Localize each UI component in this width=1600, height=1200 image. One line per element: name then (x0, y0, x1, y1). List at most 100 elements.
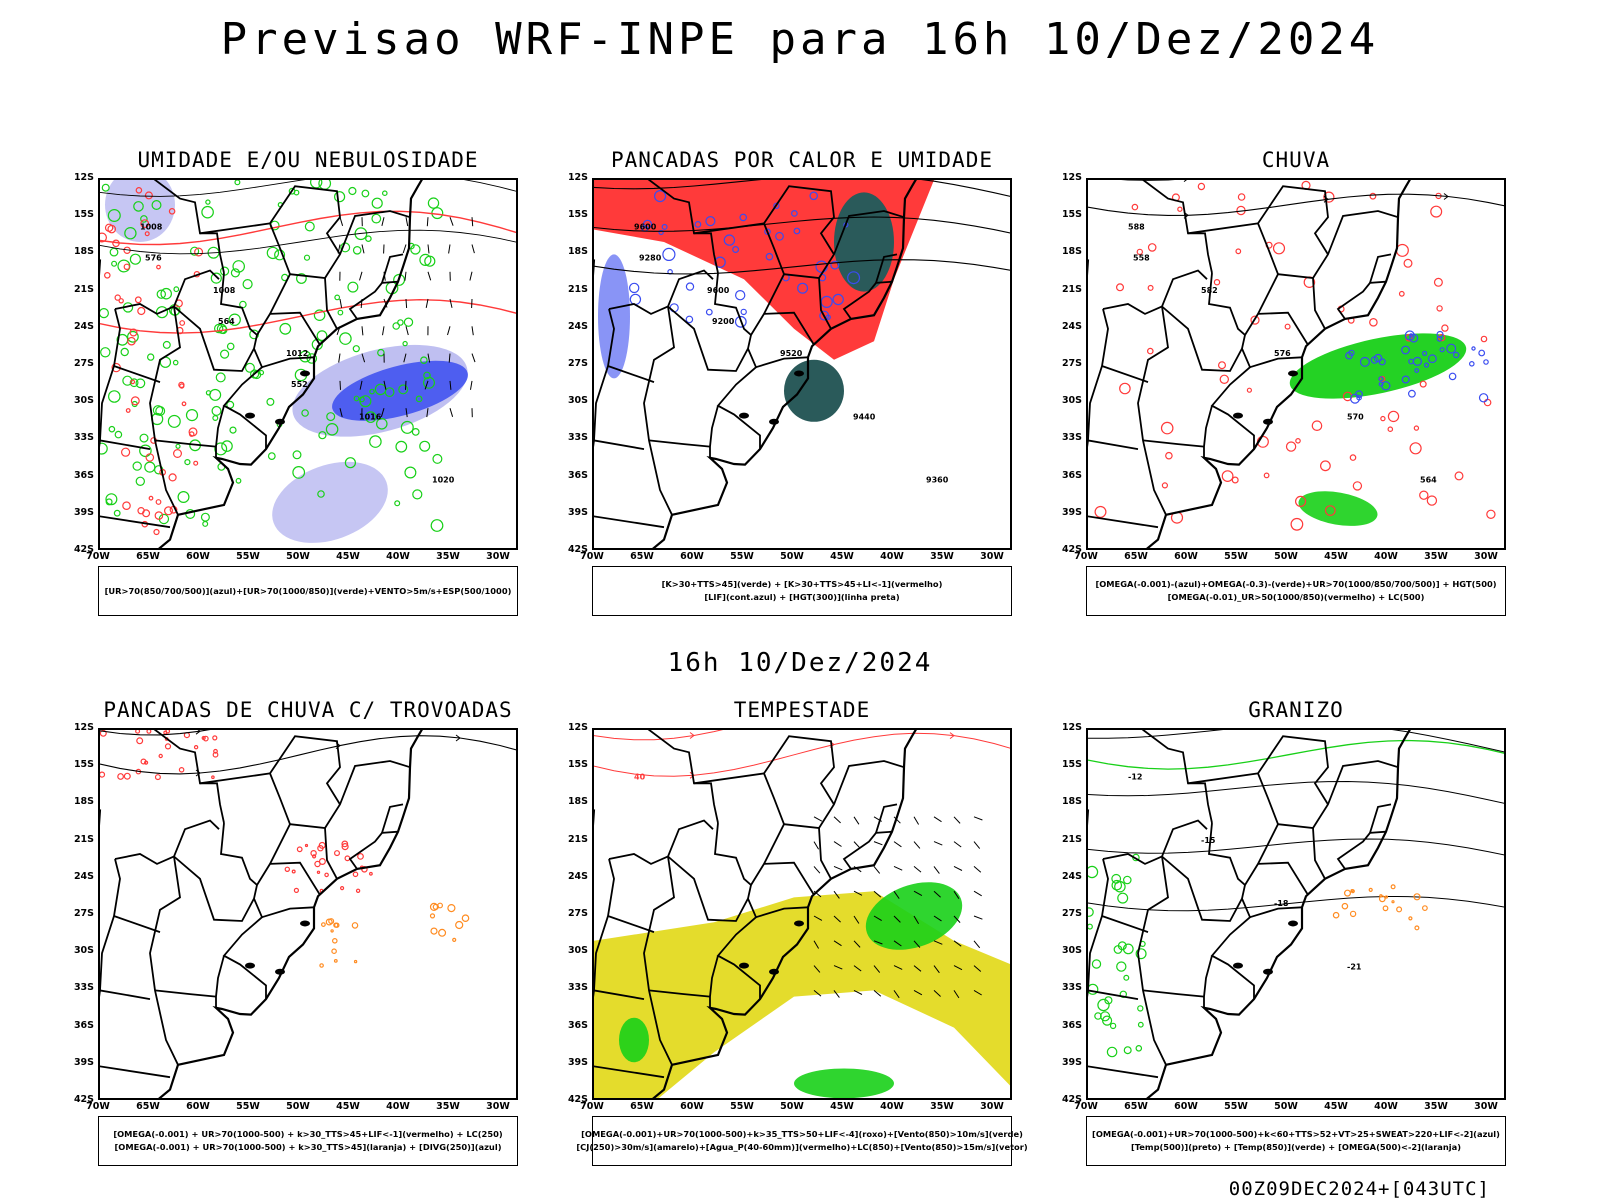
border-line (100, 439, 151, 450)
contour-fragment (1213, 278, 1221, 286)
contour-fragment (642, 219, 653, 229)
contour-label: -18 (1274, 899, 1289, 908)
contour-fragment (355, 888, 361, 893)
contour-fragment (331, 948, 337, 955)
contour-fragment (1349, 454, 1357, 461)
contour-fragment (629, 282, 640, 294)
latitude-tick-label: 36S (73, 1019, 94, 1031)
wind-vector (973, 915, 983, 920)
contour-fragment (1453, 351, 1460, 359)
latitude-tick-label: 33S (567, 432, 588, 444)
contour-fragment (1285, 441, 1297, 452)
latitude-tick-label: 30S (1061, 395, 1082, 407)
latitude-tick-label: 24S (1061, 870, 1082, 882)
contour-fragment (1165, 451, 1173, 460)
border-line (1249, 356, 1303, 369)
longitude-tick-label: 40W (1374, 1101, 1398, 1112)
contour-fragment (790, 210, 798, 217)
contour-fragment (328, 918, 335, 925)
coastline-layer (594, 730, 917, 1098)
wind-vector (933, 890, 941, 898)
lake (769, 418, 779, 425)
wind-vector (893, 940, 902, 947)
pressure-isobar (100, 229, 516, 255)
lake (1263, 968, 1273, 975)
map-svg: 1008 1008 1012 1016 1020 576 564 552 (100, 180, 516, 548)
coastline-layer (100, 180, 423, 548)
contour-fragment (142, 509, 151, 518)
contour-fragment (172, 359, 179, 366)
panel-legend: [K>30+TTS>45](verde) + [K>30+TTS>45+LI<-… (592, 566, 1012, 616)
contour-fragment (793, 227, 801, 235)
contour-fragment (371, 197, 383, 209)
longitude-tick-label: 40W (386, 551, 410, 562)
contour-fragment (1352, 481, 1363, 491)
border-line (173, 272, 258, 372)
border-line (269, 735, 341, 805)
field-blob (332, 360, 468, 421)
contour-fragment (1436, 330, 1444, 339)
wind-vector (893, 865, 903, 871)
contour-fragment (1161, 482, 1169, 489)
coastline-layer (594, 180, 917, 548)
wind-vector (893, 965, 903, 970)
longitude-tick-label: 70W (1074, 551, 1098, 562)
contour-fragment (1332, 911, 1340, 919)
contour-fragment (333, 958, 338, 963)
wind-vector (470, 380, 473, 390)
contour-fragment (178, 766, 185, 773)
contour-fragment (1122, 875, 1132, 885)
contour-fragment (177, 491, 190, 504)
wind-vector (813, 915, 823, 921)
contour-fragment (299, 350, 312, 363)
wind-vector (833, 865, 843, 871)
wind-vector (405, 408, 408, 418)
lake (794, 920, 804, 927)
contour-fragment (1147, 284, 1154, 291)
wind-vector (953, 990, 960, 999)
border-line (755, 906, 809, 919)
contour-fragment (429, 913, 436, 919)
wind-vector (426, 408, 429, 418)
lake (794, 370, 804, 377)
contour-fragment (1246, 387, 1252, 393)
panel-title: CHUVA (1261, 148, 1331, 172)
contour-fragment (296, 846, 303, 853)
map-area: 9600 9600 9520 9440 9360 9280 9200 (592, 178, 1012, 550)
contour-fragment (1088, 923, 1093, 930)
contour-fragment (403, 317, 414, 327)
contour-fragment (135, 378, 146, 389)
contour-fragment (1284, 323, 1291, 330)
wind-vector (471, 217, 474, 227)
contour-fragment (318, 858, 326, 866)
contour-fragment (194, 247, 204, 257)
contour-fragment (392, 322, 401, 330)
contour-fragment (267, 452, 276, 461)
panel-title: TEMPESTADE (733, 698, 871, 722)
border-line (114, 269, 220, 315)
wind-vector (426, 217, 429, 227)
height-contour (1088, 193, 1504, 216)
streamline (100, 730, 211, 736)
coastline-layer (100, 730, 423, 1098)
wind-vector (833, 990, 840, 998)
wind-vector (853, 890, 863, 896)
contour-fragment (1263, 472, 1270, 479)
contour-fragment (202, 520, 209, 527)
border-line (594, 858, 615, 998)
border-line (348, 830, 399, 870)
border-line (215, 955, 225, 1008)
temperature-500 (1088, 895, 1504, 912)
border-line (1102, 819, 1208, 865)
latitude-tick-label: 36S (567, 1019, 588, 1031)
panel-title: PANCADAS POR CALOR E UMIDADE (610, 148, 993, 172)
map-svg: 588 582 576 570 564 558 (1088, 180, 1504, 548)
contour-fragment (1380, 415, 1386, 422)
contour-fragment (228, 313, 241, 326)
wind-vector (893, 816, 901, 824)
contour-fragment (100, 232, 107, 243)
border-line (643, 856, 675, 1066)
contour-fragment (144, 231, 150, 237)
contour-fragment (319, 963, 324, 968)
latitude-tick-label: 21S (1061, 283, 1082, 295)
